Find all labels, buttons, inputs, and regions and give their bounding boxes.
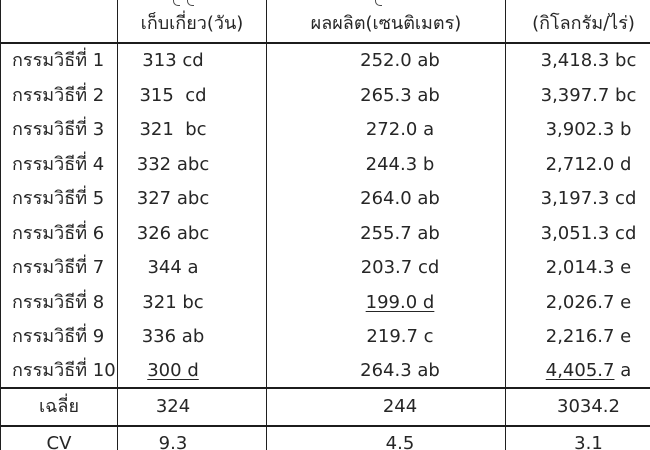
yield-cell: 3,418.3 bc xyxy=(506,44,650,79)
row-label: กรรมวิธีที่ 10 xyxy=(1,354,118,389)
harvest-days-cell: 300 d xyxy=(118,354,267,389)
row-label: กรรมวิธีที่ 1 xyxy=(1,44,118,79)
yield-cell: 3,051.3 cd xyxy=(506,217,650,252)
summary-height-cell: 4.5 xyxy=(267,427,506,450)
underlined-value: 4,405.7 xyxy=(545,359,615,381)
value-text: 2,014.3 e xyxy=(545,257,632,279)
value-text: 332 abc xyxy=(136,153,210,175)
cutoff-glyph-fragment xyxy=(173,0,180,6)
height-cell: 244.3 b xyxy=(267,147,506,182)
row-label: กรรมวิธีที่ 4 xyxy=(1,147,118,182)
harvest-days-cell: 327 abc xyxy=(118,182,267,217)
value-text: 344 a xyxy=(147,257,199,279)
value-text: 255.7 ab xyxy=(360,222,440,244)
harvest-days-cell: 313 cd xyxy=(118,44,267,79)
height-cell: 219.7 c xyxy=(267,320,506,355)
underlined-value: 199.0 d xyxy=(365,291,435,313)
harvest-days-cell: 344 a xyxy=(118,251,267,286)
summary-height-cell: 244 xyxy=(267,389,506,427)
row-label: กรรมวิธีที่ 5 xyxy=(1,182,118,217)
mean-row-label: เฉลี่ย xyxy=(1,389,118,427)
value-text: 265.3 ab xyxy=(360,84,440,106)
harvest-days-cell: 332 abc xyxy=(118,147,267,182)
header-treatment xyxy=(1,0,118,44)
height-cell: 264.0 ab xyxy=(267,182,506,217)
header-yield-kg-rai: (กิโลกรัม/ไร่) xyxy=(506,0,650,44)
row-label: กรรมวิธีที่ 7 xyxy=(1,251,118,286)
value-text: 203.7 cd xyxy=(360,257,440,279)
harvest-days-cell: 326 abc xyxy=(118,216,267,251)
value-text: 244.3 b xyxy=(365,153,435,175)
height-cell: 199.0 d xyxy=(267,285,506,320)
value-text: 321 bc xyxy=(142,291,204,313)
yield-cell: 2,026.7 e xyxy=(506,286,650,321)
value-text: 3,051.3 cd xyxy=(540,222,637,244)
height-cell: 203.7 cd xyxy=(267,251,506,286)
harvest-days-cell: 321 bc xyxy=(118,113,267,148)
value-text: 3,397.7 bc xyxy=(540,84,637,106)
height-cell: 252.0 ab xyxy=(267,44,506,79)
value-text: 252.0 ab xyxy=(360,50,440,72)
row-label: กรรมวิธีที่ 2 xyxy=(1,78,118,113)
value-text: 313 cd xyxy=(142,50,204,72)
yield-cell: 3,197.3 cd xyxy=(506,182,650,217)
value-text: 327 abc xyxy=(136,188,210,210)
yield-cell: 2,014.3 e xyxy=(506,251,650,286)
underlined-value: 300 d xyxy=(147,359,199,381)
value-text: 3,418.3 bc xyxy=(540,50,637,72)
value-text: 2,712.0 d xyxy=(545,153,632,175)
summary-harvest-cell: 9.3 xyxy=(118,427,267,450)
harvest-days-cell: 336 ab xyxy=(118,320,267,355)
value-text: 264.0 ab xyxy=(360,188,440,210)
header-yield-cm: ผลผลิต(เซนติเมตร) xyxy=(267,0,506,44)
summary-yield-cell: 3034.2 xyxy=(506,389,650,427)
yield-cell: 3,902.3 b xyxy=(506,113,650,148)
value-text: 2,026.7 e xyxy=(545,291,632,313)
yield-cell: 2,712.0 d xyxy=(506,148,650,183)
value-text: 321 bc xyxy=(139,119,207,141)
row-label: กรรมวิธีที่ 6 xyxy=(1,216,118,251)
cv-row-label: CV xyxy=(1,427,118,450)
summary-harvest-cell: 324 xyxy=(118,389,267,427)
cutoff-glyph-fragment xyxy=(375,0,382,6)
height-cell: 272.0 a xyxy=(267,113,506,148)
row-label: กรรมวิธีที่ 3 xyxy=(1,113,118,148)
yield-cell: 3,397.7 bc xyxy=(506,79,650,114)
harvest-days-cell: 315 cd xyxy=(118,78,267,113)
value-text: 272.0 a xyxy=(365,119,435,141)
height-cell: 255.7 ab xyxy=(267,216,506,251)
harvest-days-cell: 321 bc xyxy=(118,285,267,320)
value-text: a xyxy=(614,359,632,381)
height-cell: 265.3 ab xyxy=(267,78,506,113)
height-cell: 264.3 ab xyxy=(267,354,506,389)
yield-cell: 2,216.7 e xyxy=(506,320,650,355)
value-text: 315 cd xyxy=(139,84,207,106)
summary-yield-cell: 3.1 xyxy=(574,433,603,450)
value-text: 2,216.7 e xyxy=(545,326,632,348)
yield-cell: 4,405.7 a xyxy=(506,355,650,389)
row-label: กรรมวิธีที่ 9 xyxy=(1,320,118,355)
value-text: 219.7 c xyxy=(366,326,434,348)
value-text: 336 ab xyxy=(141,326,205,348)
value-text: 3,902.3 b xyxy=(545,119,632,141)
value-text: 264.3 ab xyxy=(360,359,440,381)
header-harvest-days: เก็บเกี่ยว(วัน) xyxy=(118,0,267,44)
value-text: 3,197.3 cd xyxy=(540,188,637,210)
row-label: กรรมวิธีที่ 8 xyxy=(1,285,118,320)
cutoff-glyph-fragment xyxy=(187,0,194,6)
value-text: 326 abc xyxy=(136,222,210,244)
